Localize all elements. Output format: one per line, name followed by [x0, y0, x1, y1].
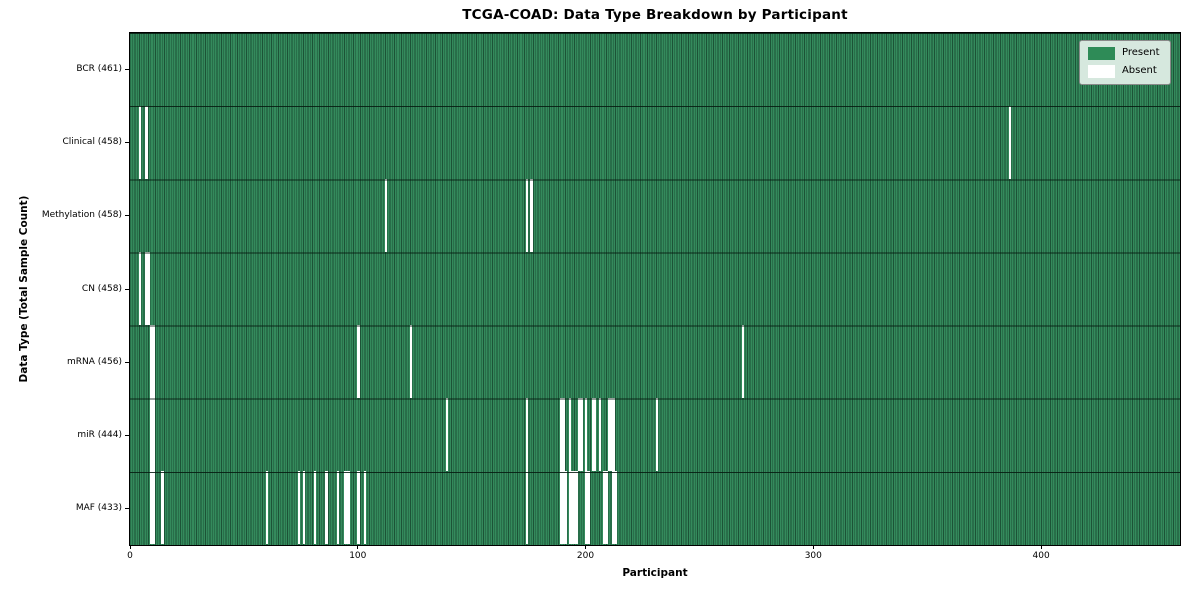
absent-cell-MAF — [325, 471, 328, 545]
x-tick-label: 0 — [127, 551, 133, 561]
row-grid-lines — [129, 32, 1180, 545]
absent-cell-MAF — [161, 471, 164, 545]
row-label-mRNA: mRNA (456) — [67, 356, 122, 367]
x-tick-label: 400 — [1032, 551, 1050, 561]
absent-cell-Clinical — [145, 105, 148, 179]
absent-cell-MAF — [357, 471, 360, 545]
row-label-Methylation: Methylation (458) — [41, 210, 122, 221]
absent-cell-MAF — [585, 471, 590, 545]
y-tick — [125, 142, 129, 144]
absent-cell-miR — [591, 398, 597, 472]
legend: Present Absent — [1078, 39, 1171, 85]
y-tick — [125, 215, 129, 217]
absent-cell-mRNA — [409, 325, 412, 399]
absent-cell-MAF — [559, 471, 567, 545]
x-tick — [129, 545, 131, 549]
present-swatch-icon — [1087, 46, 1115, 60]
x-tick-label: 100 — [349, 551, 367, 561]
plot-area: Present Absent — [128, 31, 1181, 546]
legend-label-present: Present — [1121, 47, 1160, 58]
absent-cell-MAF — [150, 471, 155, 545]
y-tick — [125, 288, 129, 290]
y-tick — [125, 361, 129, 363]
absent-cell-MAF — [569, 471, 579, 545]
absent-cell-MAF — [302, 471, 305, 545]
row-label-miR: miR (444) — [77, 429, 122, 440]
absent-cell-miR — [585, 398, 588, 472]
legend-entry-absent: Absent — [1087, 64, 1160, 78]
absent-cell-Methylation — [384, 178, 387, 252]
y-tick — [125, 69, 129, 71]
absent-cell-CN — [138, 251, 141, 326]
absent-cell-MAF — [612, 471, 617, 545]
absent-cell-Methylation — [530, 178, 533, 252]
y-tick — [125, 434, 129, 436]
absent-cell-MAF — [266, 471, 269, 545]
absent-cell-Methylation — [525, 178, 529, 252]
chart-title: TCGA-COAD: Data Type Breakdown by Partic… — [462, 7, 848, 23]
absent-cell-miR — [598, 398, 601, 472]
absent-cell-mRNA — [357, 325, 360, 399]
absent-cell-mRNA — [150, 325, 155, 399]
row-label-MAF: MAF (433) — [75, 502, 122, 513]
absent-cell-miR — [569, 398, 572, 472]
row-label-Clinical: Clinical (458) — [62, 137, 122, 148]
x-tick — [585, 545, 586, 549]
absent-cell-CN — [145, 251, 150, 326]
absent-cell-MAF — [313, 471, 317, 545]
x-tick — [357, 545, 359, 549]
x-axis-title: Participant — [622, 567, 688, 579]
absent-cell-miR — [578, 398, 583, 472]
y-axis-title: Data Type (Total Sample Count) — [18, 195, 30, 383]
x-tick — [812, 545, 814, 549]
absent-cell-MAF — [525, 471, 529, 545]
absent-cell-miR — [150, 398, 155, 472]
legend-entry-present: Present — [1087, 46, 1160, 60]
absent-cell-MAF — [603, 471, 608, 545]
legend-label-absent: Absent — [1121, 65, 1157, 76]
row-label-BCR: BCR (461) — [76, 64, 122, 75]
absent-cell-MAF — [343, 471, 351, 545]
row-label-CN: CN (458) — [81, 283, 122, 294]
absent-cell-MAF — [364, 471, 367, 545]
absent-cell-miR — [607, 398, 615, 472]
x-tick — [1040, 545, 1042, 549]
absent-cell-MAF — [298, 471, 301, 545]
absent-swatch-icon — [1087, 64, 1115, 78]
absent-cell-miR — [655, 398, 658, 472]
x-tick-label: 200 — [576, 551, 595, 561]
y-tick — [125, 507, 129, 509]
absent-cell-miR — [525, 398, 529, 472]
absent-cell-Clinical — [138, 105, 141, 179]
absent-cell-mRNA — [742, 325, 745, 399]
x-tick-label: 300 — [804, 551, 822, 561]
absent-cell-miR — [559, 398, 565, 472]
absent-cell-Clinical — [1008, 105, 1011, 179]
absent-cell-miR — [446, 398, 449, 472]
absent-cell-MAF — [336, 471, 340, 545]
